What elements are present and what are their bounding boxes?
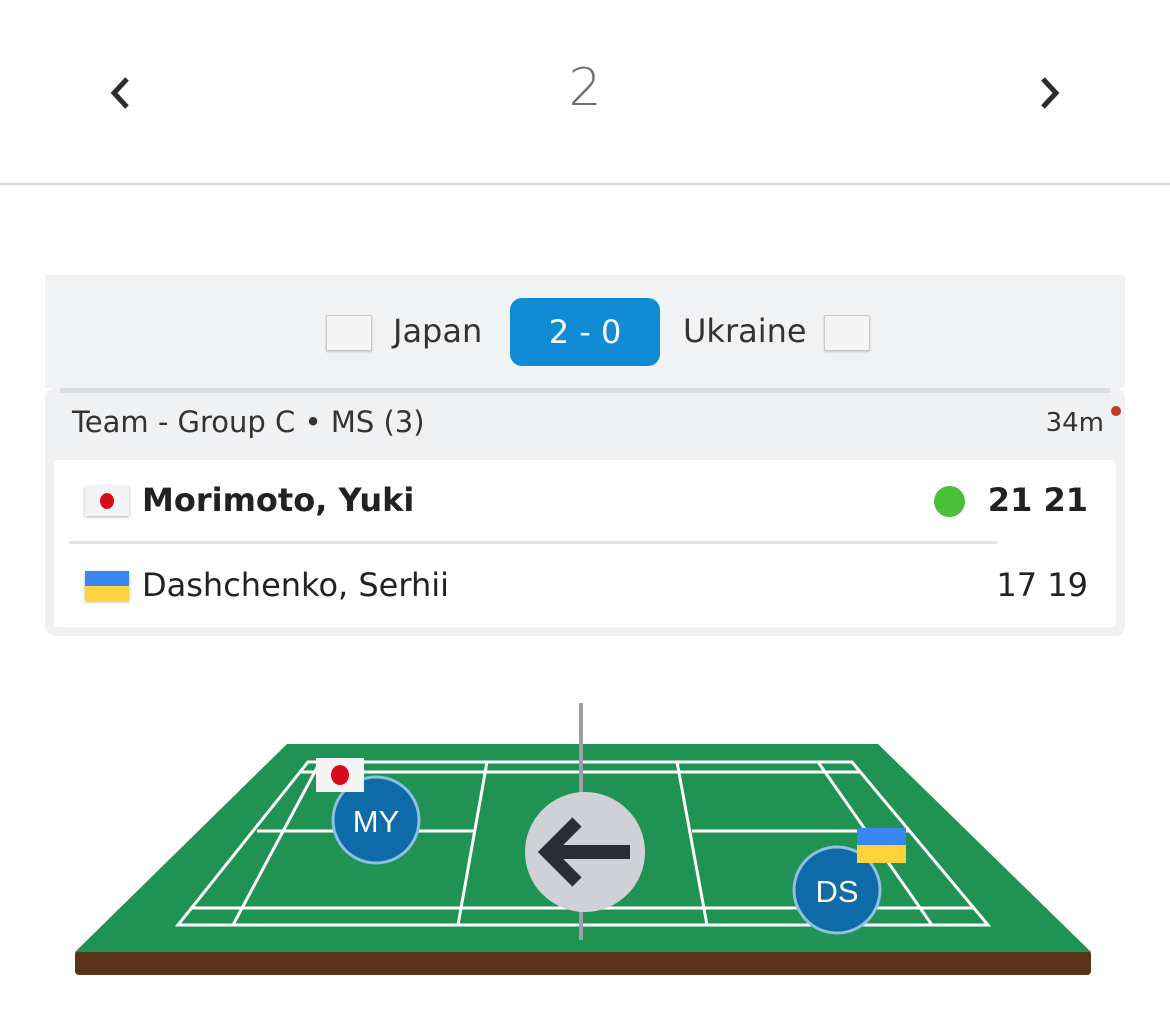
chevron-left-icon (110, 77, 129, 109)
court-diagram: MY DS (75, 703, 1091, 975)
flag-ukraine-icon (857, 828, 906, 863)
flag-ukraine-icon (85, 571, 129, 601)
team-score-badge: 2 - 0 (510, 298, 660, 366)
player2-scores: 17 19 (996, 566, 1088, 604)
flag-japan-icon (85, 486, 129, 516)
prev-match-button[interactable] (90, 63, 150, 123)
team1-name: Japan (393, 312, 483, 350)
team2-checkbox[interactable] (824, 315, 870, 351)
winner-indicator (934, 486, 965, 517)
player2-avatar: DS (792, 845, 882, 935)
match-meta: Team - Group C • MS (3) (72, 405, 425, 439)
match-duration: 34m (1045, 408, 1104, 438)
row-divider (69, 541, 998, 544)
court-base (75, 950, 1091, 975)
match-index: 2 (568, 58, 602, 118)
next-match-button[interactable] (1020, 63, 1080, 123)
player2-name: Dashchenko, Serhii (142, 566, 450, 604)
match-navigation (0, 0, 1170, 185)
serve-direction-indicator (525, 792, 645, 912)
chevron-right-icon (1041, 77, 1060, 109)
team2-name: Ukraine (683, 312, 807, 350)
player1-name: Morimoto, Yuki (142, 481, 415, 519)
card-divider (60, 388, 1110, 393)
svg-text:DS: DS (815, 874, 858, 909)
live-indicator (1111, 406, 1121, 416)
svg-text:MY: MY (353, 804, 400, 839)
team1-checkbox[interactable] (326, 315, 372, 351)
player1-scores: 21 21 (987, 481, 1088, 519)
flag-japan-icon (316, 758, 364, 792)
player1-avatar: MY (331, 775, 421, 865)
